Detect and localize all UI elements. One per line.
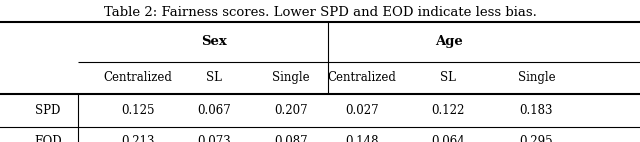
Text: Sex: Sex	[202, 35, 227, 48]
Text: 0.125: 0.125	[121, 104, 154, 117]
Text: 0.027: 0.027	[345, 104, 378, 117]
Text: Single: Single	[273, 71, 310, 84]
Text: 0.148: 0.148	[345, 135, 378, 142]
Text: 0.073: 0.073	[198, 135, 231, 142]
Text: 0.087: 0.087	[275, 135, 308, 142]
Text: Centralized: Centralized	[327, 71, 396, 84]
Text: Age: Age	[435, 35, 463, 48]
Text: 0.122: 0.122	[431, 104, 465, 117]
Text: 0.207: 0.207	[275, 104, 308, 117]
Text: 0.295: 0.295	[520, 135, 553, 142]
Text: Single: Single	[518, 71, 555, 84]
Text: 0.213: 0.213	[121, 135, 154, 142]
Text: 0.183: 0.183	[520, 104, 553, 117]
Text: Centralized: Centralized	[103, 71, 172, 84]
Text: Table 2: Fairness scores. Lower SPD and EOD indicate less bias.: Table 2: Fairness scores. Lower SPD and …	[104, 6, 536, 19]
Text: SL: SL	[207, 71, 222, 84]
Text: 0.064: 0.064	[431, 135, 465, 142]
Text: 0.067: 0.067	[198, 104, 231, 117]
Text: EOD: EOD	[34, 135, 62, 142]
Text: SPD: SPD	[35, 104, 61, 117]
Text: SL: SL	[440, 71, 456, 84]
